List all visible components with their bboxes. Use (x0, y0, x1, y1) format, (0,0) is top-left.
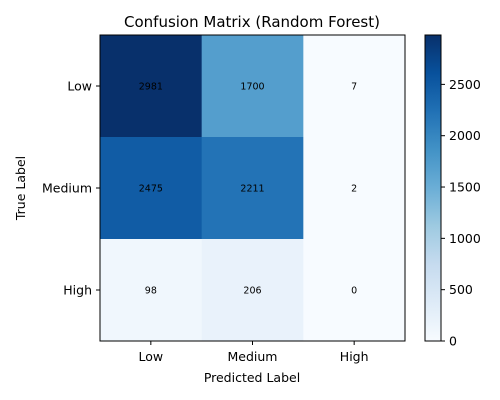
y-tick-label: High (63, 283, 92, 298)
cell-value-label: 2 (351, 184, 357, 195)
y-tick-label: Low (67, 79, 92, 94)
x-tick-label: High (340, 349, 369, 364)
colorbar-tick-label: 2500 (449, 77, 481, 92)
x-axis-label: Predicted Label (204, 370, 300, 385)
heatmap-cell-1-1 (201, 137, 304, 240)
colorbar (424, 34, 442, 342)
cell-value-label: 7 (351, 82, 357, 93)
heatmap-cell-1-0 (100, 137, 203, 240)
heatmap-cell-2-0 (100, 239, 203, 342)
colorbar-tick-label: 1500 (449, 180, 481, 195)
colorbar-tick-label: 2000 (449, 128, 481, 143)
colorbar-tick-label: 500 (449, 282, 473, 297)
cell-value-label: 0 (351, 286, 357, 297)
chart-title: Confusion Matrix (Random Forest) (124, 13, 380, 31)
colorbar-tick-label: 1000 (449, 231, 481, 246)
heatmap-cell-2-1 (201, 239, 304, 342)
cell-value-label: 1700 (240, 82, 264, 93)
cell-value-label: 2211 (240, 184, 264, 195)
x-tick-label: Medium (228, 349, 278, 364)
cell-value-label: 98 (145, 286, 157, 297)
cell-value-label: 2475 (139, 184, 163, 195)
heatmap-cell-labels: 2981 1700 7 2475 2211 2 98 206 0 (139, 82, 357, 297)
x-axis-ticks: Low Medium High (139, 341, 369, 364)
cell-value-label: 2981 (139, 82, 163, 93)
y-axis-label: True Label (13, 156, 28, 221)
x-tick-label: Low (139, 349, 164, 364)
heatmap-cell-1-2 (303, 137, 406, 240)
heatmap-cell-2-2 (303, 239, 406, 342)
heatmap-cell-0-1 (201, 35, 304, 138)
colorbar-ticks: 0 500 1000 1500 2000 2500 (441, 77, 481, 349)
heatmap-cell-0-2 (303, 35, 406, 138)
colorbar-tick-label: 0 (449, 334, 457, 349)
heatmap-cells (100, 35, 406, 342)
heatmap-cell-0-0 (100, 35, 203, 138)
y-axis-ticks: Low Medium High (42, 79, 100, 298)
cell-value-label: 206 (243, 286, 261, 297)
y-tick-label: Medium (42, 181, 92, 196)
